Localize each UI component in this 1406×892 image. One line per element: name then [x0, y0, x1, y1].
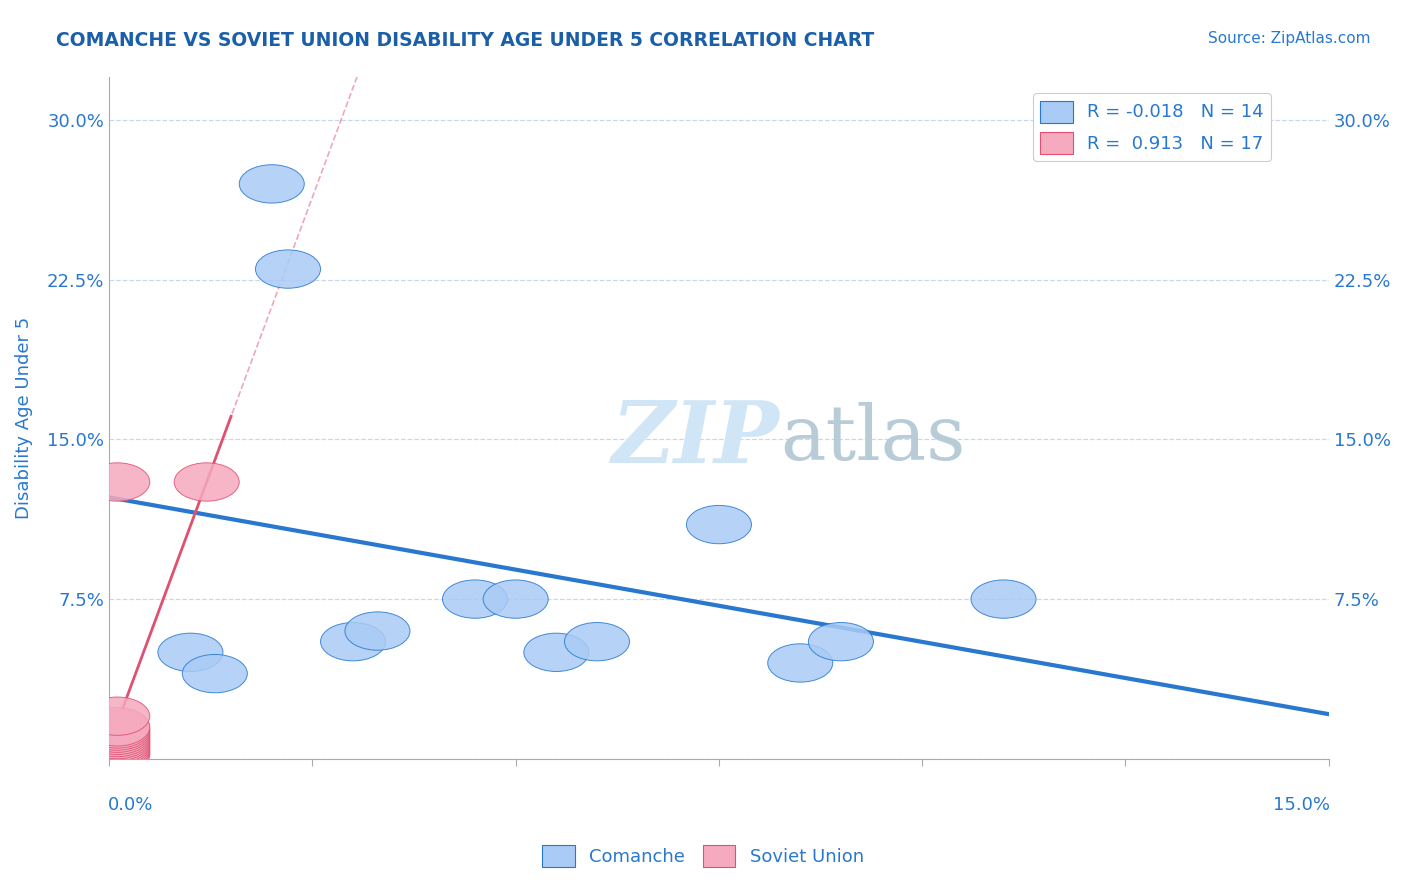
Ellipse shape [84, 714, 150, 752]
Ellipse shape [84, 697, 150, 735]
Text: Source: ZipAtlas.com: Source: ZipAtlas.com [1208, 31, 1371, 46]
Ellipse shape [84, 729, 150, 767]
Ellipse shape [84, 721, 150, 759]
Ellipse shape [84, 718, 150, 756]
Ellipse shape [84, 724, 150, 763]
Ellipse shape [768, 644, 832, 682]
Ellipse shape [972, 580, 1036, 618]
Ellipse shape [84, 707, 150, 746]
Ellipse shape [84, 735, 150, 773]
Ellipse shape [808, 623, 873, 661]
Y-axis label: Disability Age Under 5: Disability Age Under 5 [15, 317, 32, 519]
Ellipse shape [564, 623, 630, 661]
Legend: R = -0.018   N = 14, R =  0.913   N = 17: R = -0.018 N = 14, R = 0.913 N = 17 [1033, 94, 1271, 161]
Text: ZIP: ZIP [612, 397, 780, 480]
Text: COMANCHE VS SOVIET UNION DISABILITY AGE UNDER 5 CORRELATION CHART: COMANCHE VS SOVIET UNION DISABILITY AGE … [56, 31, 875, 50]
Ellipse shape [84, 731, 150, 770]
Legend: Comanche, Soviet Union: Comanche, Soviet Union [534, 838, 872, 874]
Ellipse shape [157, 633, 224, 672]
Ellipse shape [321, 623, 385, 661]
Ellipse shape [524, 633, 589, 672]
Ellipse shape [84, 712, 150, 750]
Ellipse shape [344, 612, 411, 650]
Text: 0.0%: 0.0% [108, 797, 153, 814]
Ellipse shape [484, 580, 548, 618]
Ellipse shape [443, 580, 508, 618]
Ellipse shape [84, 710, 150, 748]
Ellipse shape [84, 723, 150, 761]
Text: 15.0%: 15.0% [1272, 797, 1330, 814]
Ellipse shape [183, 655, 247, 693]
Ellipse shape [256, 250, 321, 288]
Ellipse shape [84, 733, 150, 772]
Ellipse shape [239, 165, 304, 203]
Ellipse shape [84, 727, 150, 765]
Ellipse shape [686, 506, 751, 544]
Text: atlas: atlas [780, 401, 966, 475]
Ellipse shape [84, 716, 150, 755]
Ellipse shape [174, 463, 239, 501]
Ellipse shape [84, 463, 150, 501]
